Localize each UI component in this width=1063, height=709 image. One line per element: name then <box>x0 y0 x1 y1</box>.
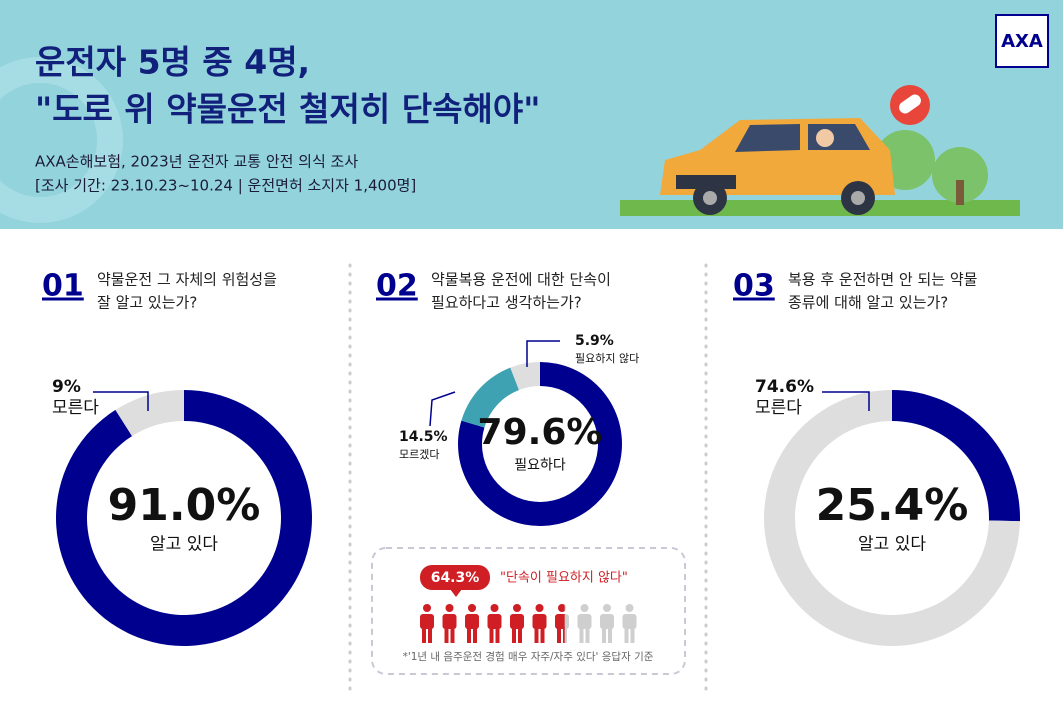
center-value: 25.4% <box>816 480 969 531</box>
title: 운전자 5명 중 4명, <box>35 43 310 82</box>
person-icon <box>555 604 565 643</box>
person-leg <box>467 627 471 643</box>
center-label: 필요하다 <box>514 458 566 474</box>
question: 종류에 대해 알고 있는가? <box>788 294 948 312</box>
person-head <box>580 604 589 612</box>
donut-segment <box>892 390 1020 522</box>
section-number: 03 <box>733 269 775 304</box>
segment-value: 14.5% <box>399 429 448 445</box>
segment-value: 5.9% <box>575 333 614 349</box>
leader-line <box>429 391 456 427</box>
person-body <box>532 614 547 629</box>
person-body <box>442 614 457 629</box>
person-body <box>510 614 524 629</box>
person-icon <box>577 604 592 643</box>
person-head <box>423 604 431 612</box>
center-label: 알고 있다 <box>858 534 926 554</box>
person-body <box>487 614 502 629</box>
person-head <box>513 604 521 612</box>
question: 잘 알고 있는가? <box>97 294 197 312</box>
person-head <box>490 604 499 612</box>
center-label: 알고 있다 <box>150 534 218 554</box>
person-leg <box>518 627 522 643</box>
question: 약물복용 운전에 대한 단속이 <box>431 271 611 289</box>
person-head <box>625 604 634 612</box>
person-leg <box>422 627 426 643</box>
person-head <box>535 604 544 612</box>
person-leg <box>563 627 567 643</box>
section-number: 01 <box>42 269 84 304</box>
person-leg <box>563 627 565 643</box>
segment-label: 모른다 <box>52 398 99 418</box>
person-leg <box>495 627 500 643</box>
person-head <box>558 604 565 612</box>
segment-label: 필요하지 않다 <box>575 351 639 365</box>
person-leg <box>608 627 612 643</box>
segment-label: 모른다 <box>755 398 802 418</box>
stat-value: 64.3% <box>431 570 480 586</box>
person-body <box>555 614 565 629</box>
person-icon <box>442 604 457 643</box>
person-body <box>622 614 637 629</box>
question: 약물운전 그 자체의 위험성을 <box>97 271 277 289</box>
stat-label: "단속이 필요하지 않다" <box>500 571 628 586</box>
person-leg <box>444 627 449 643</box>
segment-value: 74.6% <box>755 377 814 397</box>
person-head <box>468 604 476 612</box>
car-illustration <box>620 85 1020 216</box>
person-icon <box>420 604 434 643</box>
segment-label: 모르겠다 <box>399 448 439 461</box>
person-leg <box>473 627 477 643</box>
person-icon <box>600 604 614 643</box>
logo-box <box>995 14 1049 68</box>
stat-note: *'1년 내 음주운전 경험 매우 자주/자주 있다' 응답자 기준 <box>403 650 654 663</box>
person-leg <box>512 627 516 643</box>
person-body <box>465 614 479 629</box>
donut-segment <box>461 367 519 428</box>
person-leg <box>624 627 629 643</box>
icon-box <box>371 547 686 675</box>
donut-segment <box>510 362 540 390</box>
center-value: 91.0% <box>108 480 261 531</box>
person-icon <box>622 604 637 643</box>
decor <box>0 57 123 223</box>
subtitle: [조사 기간: 23.10.23~10.24 | 운전면허 소지자 1,400명… <box>35 177 416 195</box>
leader-line <box>93 391 149 411</box>
person-leg <box>602 627 606 643</box>
icon-fill <box>420 604 565 643</box>
stat-pill-pointer <box>450 589 462 597</box>
leader-line <box>822 391 870 411</box>
person-leg <box>540 627 545 643</box>
person-icon <box>510 604 524 643</box>
title: "도로 위 약물운전 철저히 단속해야" <box>35 90 540 129</box>
person-leg <box>428 627 432 643</box>
person-leg <box>579 627 584 643</box>
person-icon <box>487 604 502 643</box>
person-leg <box>534 627 539 643</box>
person-leg <box>585 627 590 643</box>
stat-pill <box>420 565 490 590</box>
person-leg <box>489 627 494 643</box>
person-body <box>577 614 592 629</box>
person-leg <box>557 627 561 643</box>
logo: AXA <box>1001 31 1043 52</box>
subtitle: AXA손해보험, 2023년 운전자 교통 안전 의식 조사 <box>35 153 358 171</box>
person-icon <box>465 604 479 643</box>
person-leg <box>450 627 455 643</box>
person-head <box>603 604 611 612</box>
segment-value: 9% <box>52 377 81 397</box>
question: 복용 후 운전하면 안 되는 약물 <box>788 271 977 289</box>
question: 필요하다고 생각하는가? <box>431 294 582 312</box>
donut-segment <box>115 390 184 437</box>
person-body <box>600 614 614 629</box>
leader-line <box>526 340 560 367</box>
section-number: 02 <box>376 269 418 304</box>
person-body <box>420 614 434 629</box>
person-leg <box>630 627 635 643</box>
person-head <box>445 604 454 612</box>
person-icon <box>532 604 547 643</box>
center-value: 79.6% <box>478 412 603 453</box>
